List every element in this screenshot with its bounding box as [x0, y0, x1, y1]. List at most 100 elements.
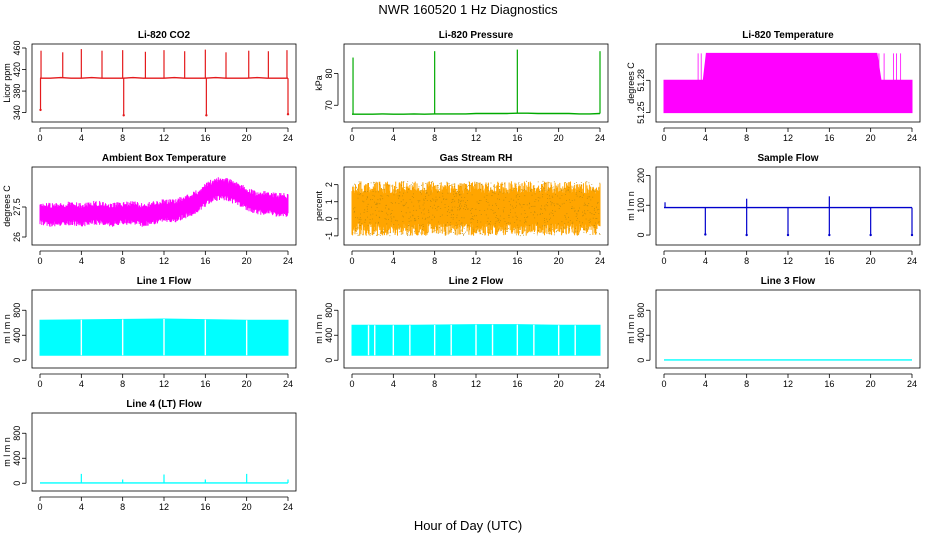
data-layer	[351, 324, 601, 356]
series-band	[39, 177, 289, 227]
x-tick-label: 8	[120, 133, 125, 143]
plot-frame	[343, 166, 609, 246]
y-tick-label: 0	[12, 358, 22, 363]
series-dip-point	[39, 108, 42, 112]
plot-frame	[31, 412, 297, 492]
y-axis-label: m l m n	[626, 314, 636, 344]
x-tick-label: 24	[283, 256, 293, 266]
y-tick-label: 51.28	[636, 69, 646, 92]
x-tick-label: 24	[595, 379, 605, 389]
data-layer	[351, 180, 601, 237]
x-tick-label: 12	[159, 256, 169, 266]
panel-line-1-flow: Line 1 Flow m l m n 0 4 8 12 16 20 24 0 400 800	[2, 276, 297, 389]
plot-frame	[343, 289, 609, 369]
panel-title: Li-820 Pressure	[439, 30, 514, 41]
x-tick-label: 24	[595, 133, 605, 143]
y-tick-label: 27.5	[12, 198, 22, 216]
y-tick-label: 460	[12, 40, 22, 55]
series-dip-point	[205, 114, 208, 117]
x-tick-label: 0	[37, 379, 42, 389]
x-tick-label: 8	[432, 379, 437, 389]
plot-frame	[655, 166, 921, 246]
x-tick-label: 20	[554, 256, 564, 266]
x-tick-label: 4	[79, 379, 84, 389]
y-tick-label: 420	[12, 62, 22, 77]
series-line	[352, 112, 601, 115]
y-axis-label: m l m n	[2, 314, 12, 344]
y-tick-label: 0	[324, 358, 334, 363]
y-tick-label: 400	[324, 328, 334, 343]
series-dip-point	[786, 233, 790, 237]
x-tick-label: 20	[866, 379, 876, 389]
x-tick-label: 16	[200, 379, 210, 389]
x-tick-label: 12	[783, 133, 793, 143]
y-tick-label: 800	[324, 303, 334, 318]
x-tick-label: 0	[661, 256, 666, 266]
y-tick-label: 340	[12, 105, 22, 120]
y-tick-label: 400	[636, 328, 646, 343]
y-tick-label: 26	[12, 232, 22, 242]
data-layer	[664, 196, 914, 237]
x-tick-label: 24	[283, 502, 293, 512]
panel-li820-pressure: Li-820 Pressure kPa 0 4 8 12 16 20 24 70 80	[314, 30, 609, 143]
y-tick-label: 800	[636, 303, 646, 318]
x-tick-label: 16	[200, 256, 210, 266]
y-tick-label: 0	[636, 233, 646, 238]
x-tick-label: 20	[866, 256, 876, 266]
panel-title: Li-820 CO2	[138, 30, 191, 41]
panel-li820-co2: Li-820 CO2 Licor ppm 0 4 8 12 16 20 24 340 380 420 4…	[2, 30, 297, 143]
x-tick-label: 8	[432, 256, 437, 266]
x-tick-label: 20	[554, 379, 564, 389]
y-tick-label: 2	[324, 182, 334, 187]
y-tick-label: 400	[12, 328, 22, 343]
x-tick-label: 16	[512, 379, 522, 389]
x-tick-label: 0	[661, 379, 666, 389]
x-tick-label: 8	[744, 256, 749, 266]
x-tick-label: 0	[349, 256, 354, 266]
x-tick-label: 16	[512, 133, 522, 143]
x-tick-label: 20	[554, 133, 564, 143]
series-band	[351, 181, 601, 236]
figure-title: NWR 160520 1 Hz Diagnostics	[378, 2, 558, 17]
y-tick-label: 400	[12, 451, 22, 466]
y-axis-label: degrees C	[626, 62, 636, 104]
y-tick-label: 1	[324, 199, 334, 204]
x-tick-label: 16	[200, 133, 210, 143]
x-tick-label: 12	[159, 379, 169, 389]
y-axis-label: percent	[314, 190, 324, 221]
x-tick-label: 4	[391, 256, 396, 266]
panel-li820-temperature: Li-820 Temperature degrees C 0 4 8 12 16 20 24 51…	[626, 30, 921, 143]
y-axis-label: m l m n	[2, 437, 12, 467]
plot-frame	[31, 43, 297, 123]
panel-ambient-box-temperature: Ambient Box Temperature degrees C 0 4 8 12 16 2…	[2, 153, 297, 266]
x-tick-label: 8	[744, 379, 749, 389]
y-tick-label: 0	[636, 358, 646, 363]
data-layer	[39, 49, 290, 117]
x-tick-label: 4	[703, 256, 708, 266]
panel-title: Line 3 Flow	[761, 276, 816, 287]
series-dip-point	[745, 233, 748, 237]
x-tick-label: 0	[661, 133, 666, 143]
x-tick-label: 4	[79, 133, 84, 143]
x-tick-label: 24	[283, 133, 293, 143]
x-tick-label: 12	[471, 379, 481, 389]
x-tick-label: 8	[120, 256, 125, 266]
x-tick-label: 16	[512, 256, 522, 266]
x-tick-label: 4	[703, 379, 708, 389]
y-axis-label: kPa	[314, 75, 324, 91]
x-tick-label: 8	[744, 133, 749, 143]
data-layer	[40, 473, 289, 484]
x-axis-title: Hour of Day (UTC)	[413, 518, 523, 533]
x-tick-label: 20	[866, 133, 876, 143]
y-tick-label: 70	[324, 100, 334, 110]
x-tick-label: 24	[907, 379, 917, 389]
x-tick-label: 24	[907, 256, 917, 266]
panel-title: Line 4 (LT) Flow	[126, 399, 202, 410]
data-layer	[39, 177, 289, 227]
x-tick-label: 24	[907, 133, 917, 143]
x-tick-label: 12	[471, 133, 481, 143]
x-tick-label: 8	[120, 502, 125, 512]
x-tick-label: 12	[783, 256, 793, 266]
y-tick-label: 100	[636, 198, 646, 213]
